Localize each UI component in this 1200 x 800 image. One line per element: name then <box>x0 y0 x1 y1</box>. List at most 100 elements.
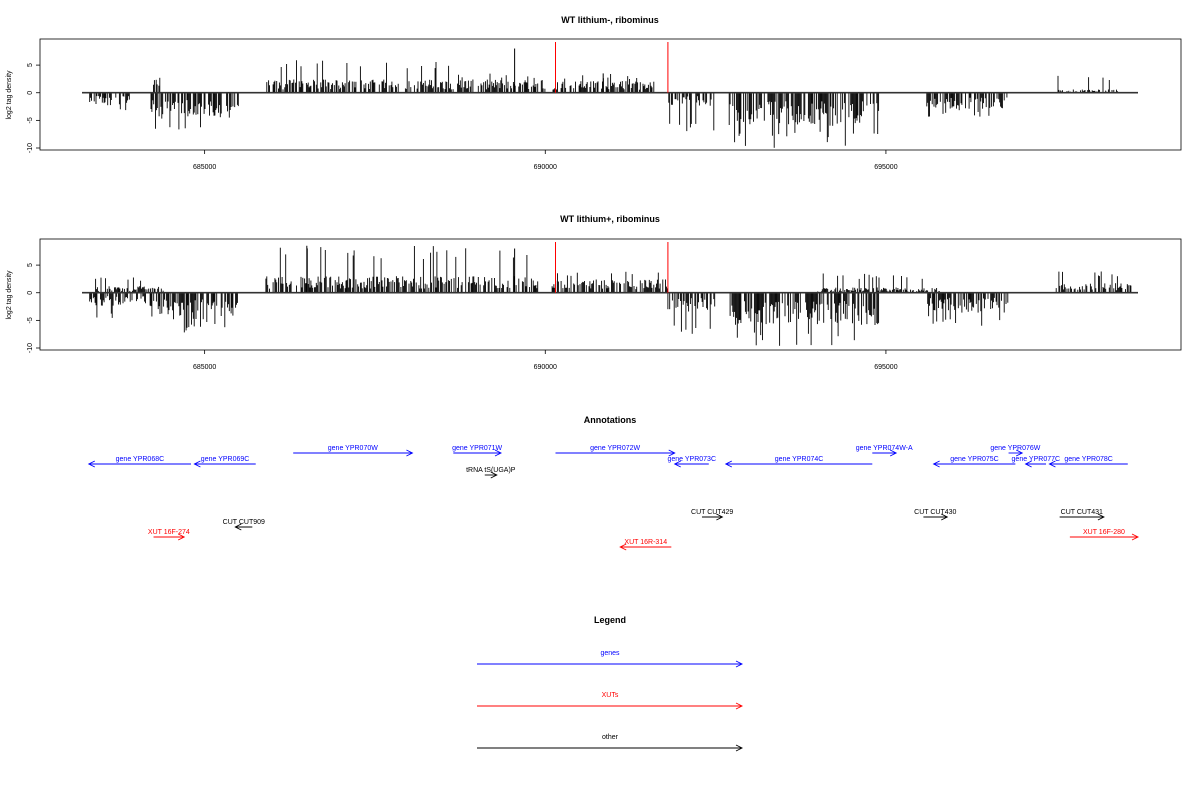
axes: 5 0 -5 -10 685000 690000 695000 <box>27 242 1138 371</box>
annotation-gene: gene YPR075C <box>932 456 1016 468</box>
feature-arrowhead <box>673 460 681 468</box>
y-tick-label: -5 <box>27 117 34 123</box>
annotation-gene: gene YPR074C <box>724 456 873 468</box>
annotation-gene: gene YPR068C <box>87 456 192 468</box>
feature-arrowhead <box>668 449 676 457</box>
annotation-xut: XUT 16R-314 <box>619 539 672 551</box>
feature-label: gene YPR068C <box>116 456 165 463</box>
legend-label: XUTs <box>602 692 619 699</box>
y-axis-label: log2 tag density <box>6 70 13 120</box>
x-tick-label: 685000 <box>193 164 216 171</box>
feature-label: XUT 16R-314 <box>624 539 667 546</box>
feature-arrowhead <box>1131 533 1140 541</box>
annotation-gene: gene YPR070W <box>293 445 414 457</box>
axes: 5 0 -5 -10 685000 690000 695000 <box>27 42 1138 171</box>
legend-label: other <box>602 734 619 741</box>
feature-arrowhead <box>87 460 96 468</box>
y-tick-label: -10 <box>27 343 34 353</box>
feature-arrowhead <box>494 449 502 457</box>
feature-arrowhead <box>1097 513 1105 521</box>
annotation-gene: gene YPR072W <box>555 445 676 457</box>
y-tick-label: 0 <box>27 91 34 95</box>
feature-arrowhead <box>1024 460 1032 468</box>
feature-label: gene YPR069C <box>201 456 250 463</box>
feature-arrowhead <box>234 523 242 531</box>
legend-title: Legend <box>594 615 626 625</box>
legend-arrowhead <box>735 744 744 752</box>
feature-label: gene YPR077C <box>1012 456 1061 463</box>
feature-label: gene YPR072W <box>590 445 640 452</box>
feature-arrowhead <box>724 460 733 468</box>
feature-arrowhead <box>490 471 498 479</box>
annotation-other: CUT CUT429 <box>691 509 733 521</box>
y-tick-label: 5 <box>27 63 34 67</box>
annotation-gene: gene YPR078C <box>1048 456 1128 468</box>
annotation-gene: gene YPR073C <box>667 456 716 468</box>
annotation-xut: XUT 16F-274 <box>148 529 190 541</box>
panel-title: WT lithium-, ribominus <box>561 15 659 25</box>
feature-label: CUT CUT431 <box>1061 509 1103 516</box>
legend-items: genes XUTs other <box>477 650 744 752</box>
x-tick-label: 690000 <box>534 164 557 171</box>
feature-arrowhead <box>406 449 414 457</box>
panel-lithium-plus: WT lithium+, ribominus log2 tag density … <box>6 214 1182 371</box>
annotation-gene: gene YPR069C <box>193 456 256 468</box>
signal-bars <box>89 48 1118 148</box>
annotation-other: tRNA tS(UGA)P <box>466 467 516 479</box>
legend-arrowhead <box>735 702 744 710</box>
annotation-other: CUT CUT909 <box>223 519 265 531</box>
signal-bars <box>89 245 1132 346</box>
feature-label: gene YPR074W-A <box>856 445 913 452</box>
x-tick-label: 685000 <box>193 364 216 371</box>
legend-arrowhead <box>735 660 744 668</box>
y-tick-label: 5 <box>27 263 34 267</box>
feature-label: gene YPR073C <box>667 456 716 463</box>
x-tick-label: 690000 <box>534 364 557 371</box>
feature-label: gene YPR076W <box>990 445 1040 452</box>
feature-arrowhead <box>177 533 186 541</box>
y-tick-label: 0 <box>27 291 34 295</box>
legend: Legend genes XUTs other <box>477 615 744 752</box>
legend-item: genes <box>477 650 744 668</box>
x-tick-label: 695000 <box>874 364 897 371</box>
feature-label: XUT 16F-280 <box>1083 529 1125 536</box>
feature-label: gene YPR075C <box>950 456 999 463</box>
annotation-xut: XUT 16F-280 <box>1069 529 1140 541</box>
annotation-features: gene YPR068C gene YPR069C gene YPR070W gene… <box>87 445 1140 551</box>
annotations-track: Annotations gene YPR068C gene YPR069Cgene… <box>87 415 1140 551</box>
legend-label: genes <box>600 650 620 657</box>
annotations-title: Annotations <box>584 415 637 425</box>
feature-label: CUT CUT429 <box>691 509 733 516</box>
feature-arrowhead <box>932 460 940 468</box>
panel-title: WT lithium+, ribominus <box>560 214 660 224</box>
x-tick-label: 695000 <box>874 164 897 171</box>
annotation-gene: gene YPR076W <box>990 445 1041 457</box>
feature-label: gene YPR070W <box>328 445 378 452</box>
legend-item: XUTs <box>477 692 744 710</box>
annotation-gene: gene YPR077C <box>1012 456 1061 468</box>
feature-label: gene YPR078C <box>1064 456 1113 463</box>
y-axis-label: log2 tag density <box>6 270 13 320</box>
feature-label: gene YPR074C <box>775 456 824 463</box>
feature-label: XUT 16F-274 <box>148 529 190 536</box>
feature-arrowhead <box>193 460 201 468</box>
feature-arrowhead <box>889 449 898 457</box>
feature-label: CUT CUT430 <box>914 509 956 516</box>
annotation-other: CUT CUT431 <box>1059 509 1105 521</box>
feature-arrowhead <box>716 513 724 521</box>
annotation-gene: gene YPR074W-A <box>856 445 913 457</box>
feature-arrowhead <box>1015 449 1024 457</box>
feature-arrowhead <box>941 513 949 521</box>
feature-label: tRNA tS(UGA)P <box>466 467 516 474</box>
panel-lithium-minus: WT lithium-, ribominus log2 tag density … <box>6 15 1182 171</box>
feature-arrowhead <box>1048 460 1056 468</box>
y-tick-label: -10 <box>27 143 34 153</box>
annotation-gene: gene YPR071W <box>452 445 503 457</box>
feature-label: CUT CUT909 <box>223 519 265 526</box>
feature-label: gene YPR071W <box>452 445 502 452</box>
y-tick-label: -5 <box>27 317 34 323</box>
plot-frame <box>39 238 1182 351</box>
annotation-other: CUT CUT430 <box>914 509 957 521</box>
